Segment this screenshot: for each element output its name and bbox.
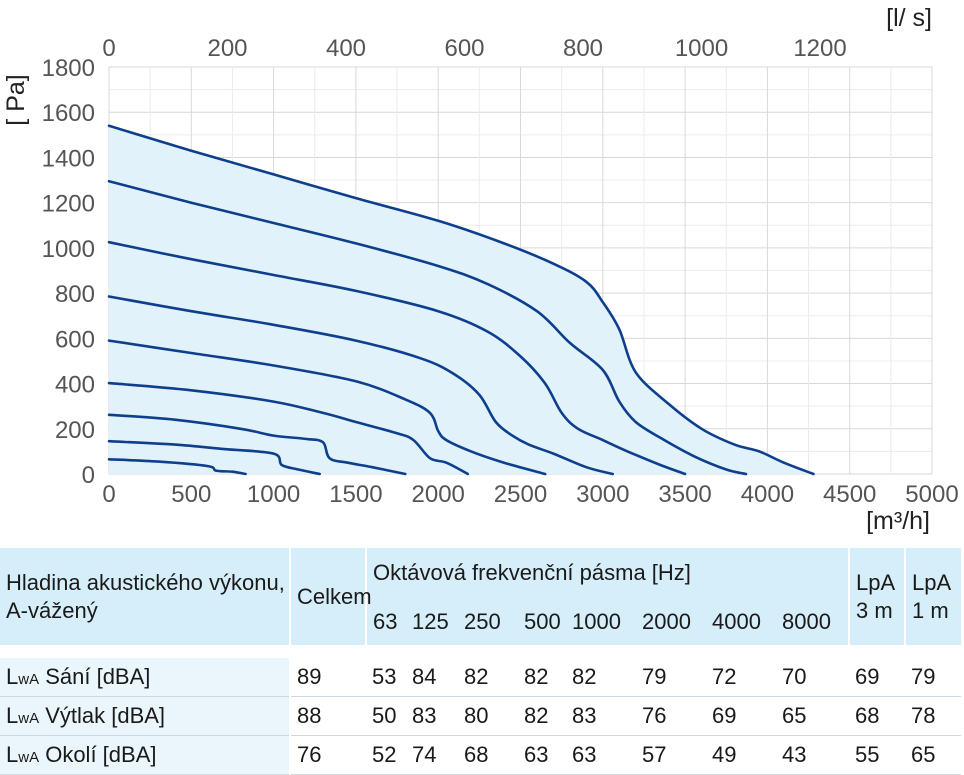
octave-2000: 2000	[636, 598, 706, 645]
table-cell: 80	[458, 696, 518, 736]
y-tick-label: 400	[55, 372, 95, 399]
table-cell: 68	[849, 696, 906, 736]
fan-curve-7	[107, 413, 407, 476]
row-label: LwA Sání [dBA]	[0, 658, 291, 697]
x-tick-label: 2000	[412, 481, 465, 508]
x-top-tick-label: 400	[326, 35, 366, 62]
octave-8000: 8000	[776, 598, 851, 645]
table-cell: 82	[566, 658, 636, 697]
y-tick-label: 0	[82, 462, 95, 489]
fan-curve-4	[107, 295, 614, 476]
table-row: LwA Okolí [dBA] 76 52 74 68 63 63 57 49 43 55 65	[0, 735, 962, 775]
x-tick-label: 3500	[658, 481, 711, 508]
header-lpa-1m: LpA 1 m	[905, 548, 962, 645]
y-tick-label: 600	[55, 326, 95, 353]
y-tick-label: 1400	[42, 145, 95, 172]
table-cell: 82	[518, 696, 566, 736]
y-tick-label: 1200	[42, 191, 95, 218]
table-cell: 57	[636, 735, 706, 775]
acoustic-table: Hladina akustického výkonu, A-vážený Cel…	[0, 548, 962, 775]
x-top-tick-label: 1000	[675, 35, 728, 62]
x-tick-label: 500	[171, 481, 211, 508]
header-lpa-3m: LpA 3 m	[849, 548, 907, 645]
table-cell: 83	[406, 696, 458, 736]
fan-performance-chart: 0 200 400 600 800 1000 1200 1400 1600 1800 0 500 10…	[2, 4, 959, 535]
table-cell: 84	[406, 658, 458, 697]
table-cell: 68	[458, 735, 518, 775]
x-tick-label: 2500	[494, 481, 547, 508]
table-cell: 82	[518, 658, 566, 697]
table-cell: 65	[776, 696, 850, 736]
y-tick-label: 1800	[42, 55, 95, 82]
table-cell: 89	[290, 658, 366, 697]
x-top-tick-label: 800	[563, 35, 603, 62]
x-axis-top-ticks: 0 200 400 600 800 1000 1200	[102, 35, 846, 62]
x-tick-label: 4000	[741, 481, 794, 508]
table-cell: 43	[776, 735, 850, 775]
y-tick-label: 200	[55, 417, 95, 444]
table-title: Hladina akustického výkonu, A-vážený	[0, 548, 291, 645]
table-cell: 76	[290, 735, 366, 775]
y-axis-ticks: 0 200 400 600 800 1000 1200 1400 1600 1800	[42, 55, 95, 489]
operating-area-fill	[109, 125, 814, 475]
row-label: LwA Okolí [dBA]	[0, 735, 291, 775]
table-row: LwA Výtlak [dBA] 88 50 83 80 82 83 76 69 65 68 78	[0, 696, 962, 736]
octave-4000: 4000	[706, 598, 776, 645]
row-label: LwA Výtlak [dBA]	[0, 696, 291, 736]
fan-curve-9	[107, 458, 247, 476]
table-cell: 88	[290, 696, 366, 736]
x-axis-bottom-ticks: 0 500 1000 1500 2000 2500 3000 3500 4000 4500 5000	[102, 481, 958, 508]
table-cell: 50	[366, 696, 406, 736]
y-tick-label: 1600	[42, 100, 95, 127]
table-cell: 69	[706, 696, 776, 736]
x-tick-label: 1000	[247, 481, 300, 508]
octave-63: 63	[366, 598, 406, 645]
table-cell: 69	[849, 658, 906, 697]
x-tick-label: 4500	[823, 481, 876, 508]
table-cell: 74	[406, 735, 458, 775]
fan-curve-2	[107, 179, 748, 476]
table-cell: 83	[566, 696, 636, 736]
fan-curve-6	[107, 381, 470, 476]
table-cell: 55	[849, 735, 906, 775]
table-cell: 70	[776, 658, 850, 697]
x-top-tick-label: 0	[102, 35, 115, 62]
fan-curve-3	[107, 240, 687, 476]
x-top-tick-label: 200	[207, 35, 247, 62]
table-cell: 52	[366, 735, 406, 775]
header-celkem: Celkem	[290, 548, 372, 645]
fan-curve-1	[107, 124, 815, 476]
x-tick-label: 3000	[576, 481, 629, 508]
x-tick-label: 1500	[329, 481, 382, 508]
x-axis-top-unit: [l/ s]	[886, 4, 932, 32]
octave-500: 500	[518, 598, 566, 645]
x-axis-bottom-unit: [m³/h]	[866, 507, 930, 535]
table-cell: 79	[905, 658, 962, 697]
table-cell: 72	[706, 658, 776, 697]
octave-250: 250	[458, 598, 518, 645]
table-cell: 79	[636, 658, 706, 697]
fan-curves	[107, 124, 815, 476]
table-cell: 76	[636, 696, 706, 736]
table-cell: 63	[566, 735, 636, 775]
fan-curve-8	[107, 439, 321, 476]
octave-1000: 1000	[566, 598, 636, 645]
table-cell: 65	[905, 735, 962, 775]
x-tick-label: 0	[102, 481, 115, 508]
table-cell: 82	[458, 658, 518, 697]
octave-125: 125	[406, 598, 458, 645]
table-row: LwA Sání [dBA] 89 53 84 82 82 82 79 72 70 69 79	[0, 658, 962, 697]
x-top-tick-label: 1200	[793, 35, 846, 62]
table-cell: 78	[905, 696, 962, 736]
table-cell: 53	[366, 658, 406, 697]
y-tick-label: 1000	[42, 236, 95, 263]
table-cell: 49	[706, 735, 776, 775]
y-tick-label: 800	[55, 281, 95, 308]
y-axis-unit: [ Pa]	[2, 74, 30, 125]
fan-curve-5	[107, 339, 547, 476]
header-octave: Oktávová frekvenční pásma [Hz]	[366, 548, 851, 598]
x-tick-label: 5000	[905, 481, 958, 508]
table-cell: 63	[518, 735, 566, 775]
x-top-tick-label: 600	[444, 35, 484, 62]
